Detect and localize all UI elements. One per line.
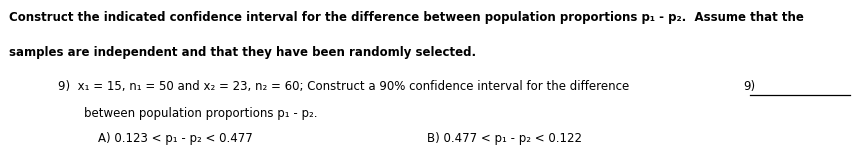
Text: A) 0.123 < p₁ - p₂ < 0.477: A) 0.123 < p₁ - p₂ < 0.477: [98, 132, 252, 145]
Text: 9): 9): [742, 80, 754, 93]
Text: 9)  x₁ = 15, n₁ = 50 and x₂ = 23, n₂ = 60; Construct a 90% confidence interval f: 9) x₁ = 15, n₁ = 50 and x₂ = 23, n₂ = 60…: [58, 80, 629, 93]
Text: between population proportions p₁ - p₂.: between population proportions p₁ - p₂.: [84, 107, 316, 120]
Text: samples are independent and that they have been randomly selected.: samples are independent and that they ha…: [9, 46, 475, 59]
Text: Construct the indicated confidence interval for the difference between populatio: Construct the indicated confidence inter…: [9, 11, 803, 24]
Text: B) 0.477 < p₁ - p₂ < 0.122: B) 0.477 < p₁ - p₂ < 0.122: [426, 132, 581, 145]
